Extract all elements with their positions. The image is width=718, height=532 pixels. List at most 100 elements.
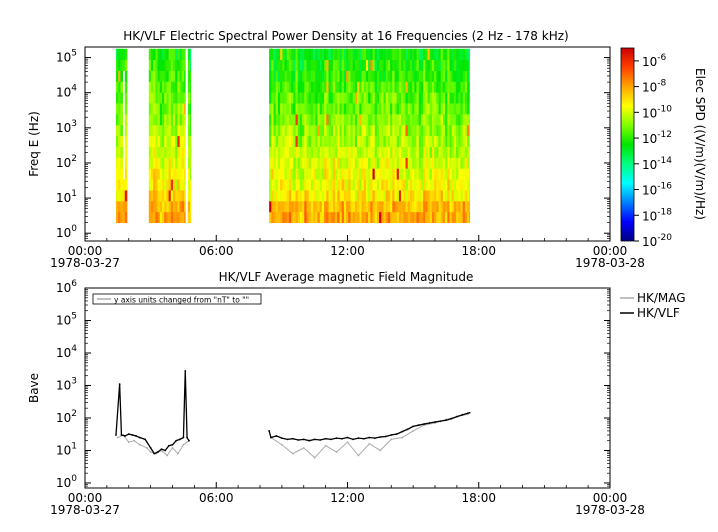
- spectrogram-cell: [469, 70, 471, 82]
- spectrogram-cell: [396, 157, 400, 169]
- colorbar-label: Elec SPD ((V/m)(V/m)/Hz): [693, 68, 707, 220]
- spectrogram-cell: [299, 59, 303, 71]
- spectrogram-cell: [385, 70, 389, 82]
- spectrogram-cell: [308, 168, 312, 180]
- spectrogram-cell: [168, 81, 172, 93]
- spectrogram-cell: [449, 157, 453, 169]
- spectrogram-cell: [124, 135, 128, 147]
- spectrogram-cell: [306, 113, 310, 126]
- spectrogram-cell: [456, 157, 459, 169]
- spectrogram-cell: [341, 200, 345, 213]
- spectrogram-cell: [321, 70, 325, 82]
- spectrogram-cell: [453, 103, 457, 115]
- spectrogram-cell: [175, 70, 178, 82]
- spectrogram-cell: [350, 200, 354, 213]
- spectrogram-cell: [317, 135, 321, 147]
- spectrogram-cell: [348, 168, 351, 180]
- spectrogram-cell: [361, 190, 365, 202]
- spectrogram-cell: [438, 157, 442, 169]
- spectrogram-cell: [313, 48, 316, 61]
- spectrogram-cell: [153, 70, 156, 82]
- spectrogram-cell: [418, 211, 422, 224]
- spectrogram-cell: [166, 157, 169, 169]
- spectrogram-cell: [187, 124, 191, 137]
- spectrogram-cell: [420, 157, 424, 169]
- spectrogram-cell: [282, 124, 285, 137]
- spectrogram-cell: [445, 113, 448, 126]
- spectrogram-cell: [398, 103, 402, 115]
- spectrogram-cell: [170, 92, 174, 104]
- spectrogram-cell: [370, 146, 373, 158]
- spectrogram-cell: [376, 168, 380, 180]
- spectrogram-cell: [337, 124, 340, 137]
- spectrogram-cell: [335, 190, 338, 202]
- spectrogram-cell: [317, 168, 321, 180]
- spectrogram-cell: [291, 190, 294, 202]
- spectrogram-cell: [456, 48, 459, 61]
- colorbar-tick-label: 10-12: [642, 130, 672, 146]
- spectrogram-cell: [407, 168, 411, 180]
- spectrogram-cell: [379, 59, 382, 71]
- spectrogram-cell: [416, 124, 420, 137]
- series-point: [417, 424, 420, 427]
- spectrogram-cell: [151, 124, 154, 137]
- spectrogram-cell: [308, 146, 312, 158]
- spectrogram-cell: [407, 70, 411, 82]
- spectrogram-cell: [372, 190, 376, 202]
- spectrogram-cell: [179, 190, 183, 202]
- spectrogram-cell: [401, 211, 404, 224]
- spectrogram-cell: [363, 200, 367, 213]
- spectrogram-cell: [302, 200, 305, 213]
- spectrogram-cell: [299, 103, 303, 115]
- series-point: [175, 439, 178, 442]
- spectrogram-cell: [374, 146, 378, 158]
- spectrogram-cell: [175, 81, 178, 93]
- spectrogram-cell: [414, 48, 417, 61]
- spectrogram-cell: [310, 190, 314, 202]
- spectrogram-cell: [304, 190, 307, 202]
- spectrogram-cell: [124, 103, 128, 115]
- spectrogram-cell: [326, 124, 329, 137]
- spectrogram-title: HK/VLF Electric Spectral Power Density a…: [123, 29, 568, 43]
- spectrogram-cell: [299, 168, 303, 180]
- spectrogram-cell: [405, 190, 409, 202]
- spectrogram-cell: [394, 135, 398, 147]
- spectrogram-cell: [458, 200, 461, 213]
- spectrogram-cell: [328, 124, 332, 137]
- spectrogram-cell: [339, 157, 343, 169]
- spectrogram-cell: [368, 200, 371, 213]
- spectrogram-cell: [398, 146, 402, 158]
- spectrogram-cell: [429, 200, 433, 213]
- spectrogram-cell: [118, 48, 121, 61]
- spectrogram-cell: [304, 124, 307, 137]
- spectrogram-cell: [374, 48, 378, 61]
- spectrogram-cell: [179, 146, 183, 158]
- spectrogram-cell: [405, 113, 409, 126]
- spectrogram-cell: [348, 146, 351, 158]
- spectrogram-cell: [438, 146, 442, 158]
- spectrogram-cell: [361, 179, 365, 191]
- series-point: [268, 430, 271, 432]
- spectrogram-cell: [190, 168, 192, 180]
- spectrogram-cell: [341, 146, 345, 158]
- spectrogram-cell: [343, 179, 347, 191]
- spectrogram-cell: [291, 200, 294, 213]
- spectrogram-cell: [414, 124, 417, 137]
- spectrogram-cell: [467, 157, 470, 169]
- spectrogram-cell: [431, 59, 435, 71]
- spectrogram-cell: [122, 211, 126, 224]
- spectrogram-cell: [159, 92, 163, 104]
- spectrogram-cell: [460, 157, 464, 169]
- spectrogram-cell: [449, 113, 453, 126]
- spectrogram-cell: [381, 124, 384, 137]
- spectrogram-cell: [293, 48, 296, 61]
- spectrogram-cell: [166, 211, 169, 224]
- spectrogram-cell: [148, 146, 152, 158]
- spectrogram-cell: [372, 146, 376, 158]
- series-point: [324, 437, 327, 440]
- spectrogram-cell: [173, 200, 176, 213]
- spectrogram-cell: [157, 157, 161, 169]
- spectrogram-cell: [179, 211, 183, 224]
- spectrogram-cell: [151, 92, 154, 104]
